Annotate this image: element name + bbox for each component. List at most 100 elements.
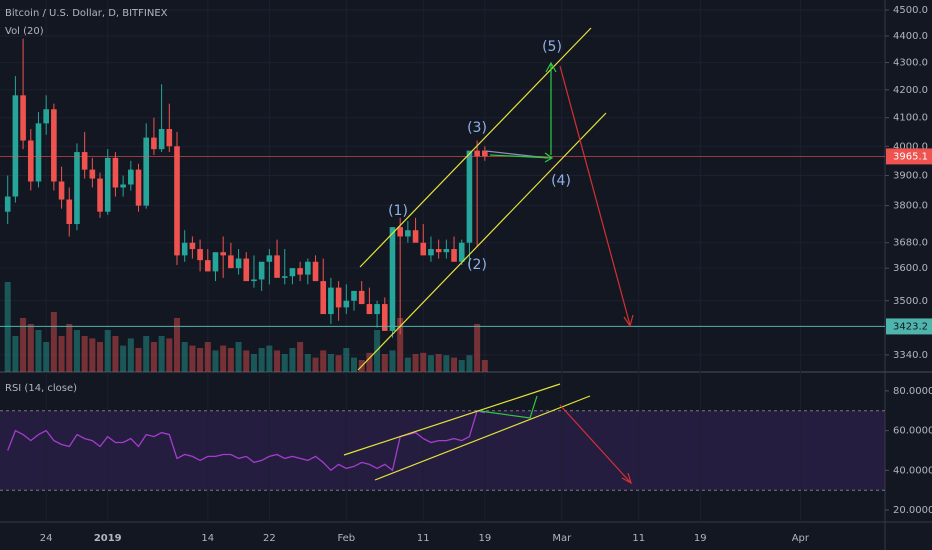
volume-bar [312,357,319,372]
arrow [489,154,553,159]
volume-bar [281,354,288,372]
volume-bar [274,350,281,372]
volume-bar [427,355,434,372]
volume-bar [4,282,11,372]
candle-body [212,252,219,272]
candle-body [358,290,365,305]
candle-body [482,150,488,157]
wave-label: (4) [551,173,571,189]
volume-bar [97,342,104,372]
candle-body [128,169,134,185]
candle-body [58,181,65,200]
x-tick-label: 19 [694,533,707,544]
volume-bar [250,354,257,372]
volume-bar [212,350,219,372]
volume-bar [397,318,404,372]
rsi-tick-label: 40.0000 [893,465,932,476]
volume-bar [412,354,419,372]
volume-bar [220,345,227,372]
candle-body [89,169,96,179]
volume-bar [258,348,265,372]
candle-body [343,300,350,308]
volume-bar [35,330,42,372]
arrow [559,65,631,326]
level-label: 3423.2 [893,321,928,332]
arrow-head [544,152,554,163]
volume-bar [404,357,411,372]
volume-bar [120,345,127,372]
rsi-tick-label: 20.0000 [893,505,932,516]
candle-body [181,242,188,256]
volume-bar [335,355,342,372]
wave-label: (1) [388,203,408,219]
volume-bar [466,355,473,372]
volume-bar [135,348,142,372]
volume-bar [320,350,327,372]
candle-body [189,242,196,250]
volume-bar [227,348,234,372]
rsi-tick-label: 60.0000 [893,426,932,437]
candle-body [451,249,457,262]
volume-bar [20,318,27,372]
candle-body [297,268,303,275]
volume-bar [27,324,34,372]
volume-bar [50,312,57,372]
x-tick-label: 11 [417,533,430,544]
x-tick-label: Feb [337,533,355,544]
candle-body [351,290,357,301]
wave-label: (2) [467,257,487,273]
candle-body [35,123,42,182]
volume-bar [104,330,111,372]
y-tick-label: 3600.0 [893,263,928,274]
volume-bar [266,345,273,372]
candle-body [366,304,373,315]
rsi-channel-line [343,383,561,456]
last-price-tag [886,148,932,165]
candle-body [335,287,342,308]
rsi-title: RSI (14, close) [5,383,77,394]
y-tick-label: 3340.0 [893,350,928,361]
channel-line [357,112,607,371]
candle-body [305,261,311,275]
arrow-head [621,472,632,485]
candle-body [474,150,480,157]
candle-body [243,258,250,282]
candle-body [235,258,242,269]
x-tick-label: 2019 [94,533,122,544]
volume-bar [143,336,150,372]
y-tick-label: 4100.0 [893,113,928,124]
candle-body [274,255,280,278]
candle-body [405,230,411,237]
y-tick-label: 4400.0 [893,31,928,42]
candle-body [412,230,419,243]
volume-bar [243,350,250,372]
y-tick-label: 4500.0 [893,5,928,16]
x-tick-label: Mar [552,533,572,544]
candle-body [428,249,434,256]
candle-body [458,242,465,262]
rsi-band [0,410,885,491]
candle-body [420,242,427,256]
rsi-channel-line [374,395,591,481]
volume-bar [174,318,180,372]
candle-body [135,169,142,206]
y-tick-label: 3500.0 [893,296,928,307]
volume-bar [297,342,304,372]
candle-body [374,304,380,315]
candle-body [27,140,34,182]
volume-bar [43,342,50,372]
volume-bar [235,342,242,372]
volume-bar [458,360,465,372]
rsi-tick-label: 80.0000 [893,386,932,397]
candle-body [281,276,288,278]
x-tick-label: 22 [263,533,276,544]
x-tick-label: Apr [792,533,810,544]
x-tick-label: 19 [478,533,491,544]
volume-bar [389,350,396,372]
candle-body [12,95,19,197]
volume-bar [474,324,481,372]
volume-bar [420,352,427,372]
chart-title: Bitcoin / U.S. Dollar, D, BITFINEX [5,8,168,19]
volume-title: Vol (20) [5,26,44,37]
